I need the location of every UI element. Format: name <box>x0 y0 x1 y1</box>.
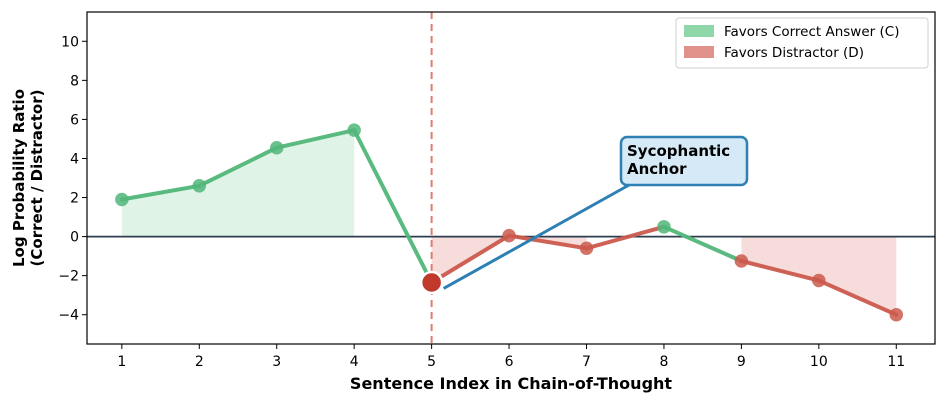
series-lines <box>119 128 899 317</box>
annotation-arrow <box>442 183 630 290</box>
fill-favors-distractor-1 <box>431 236 587 283</box>
legend-swatch-1 <box>684 25 714 37</box>
line-segment-3 <box>274 128 357 150</box>
x-tick-label-10: 10 <box>810 354 828 370</box>
y-tick-label--4: −4 <box>58 308 79 324</box>
x-tick-label-9: 9 <box>737 354 746 370</box>
data-point-2 <box>192 179 207 193</box>
data-point-9 <box>734 254 749 268</box>
axes: 1 2 3 4 5 6 7 8 9 10 11 −4 −2 0 2 4 6 8 10 Sentence Index i… <box>10 11 936 393</box>
line-segment-7 <box>584 224 666 251</box>
series-points <box>115 123 904 322</box>
fill-favors-correct <box>121 130 355 237</box>
x-tick-label-2: 2 <box>195 354 204 370</box>
data-point-7 <box>579 241 594 256</box>
line-segment-4 <box>352 128 434 285</box>
y-tick-label-6: 6 <box>70 112 79 128</box>
annotation-box <box>619 135 749 187</box>
data-point-6 <box>502 228 516 243</box>
data-point-3 <box>269 140 284 155</box>
legend-label-1: Favors Correct Answer (C) <box>724 24 899 40</box>
line-segment-10 <box>816 278 899 317</box>
line-segment-2 <box>197 145 279 188</box>
legend: Favors Correct Answer (C) Favors Distract… <box>675 17 929 69</box>
x-tick-label-4: 4 <box>350 354 359 370</box>
y-axis-title-line-2: (Correct / Distractor) <box>28 90 46 267</box>
x-tick-label-5: 5 <box>427 354 436 370</box>
x-tick-label-1: 1 <box>117 354 126 370</box>
legend-swatch-2 <box>684 46 714 58</box>
data-point-10 <box>812 273 826 288</box>
line-segment-5 <box>429 233 512 285</box>
line-segment-1 <box>119 183 202 202</box>
y-tick-label-10: 10 <box>61 34 79 50</box>
annotation-label-line-1: Sycophantic <box>627 142 730 160</box>
x-tick-label-7: 7 <box>582 354 591 370</box>
data-point-11 <box>889 307 904 322</box>
y-tick-label-8: 8 <box>70 73 79 89</box>
legend-label-2: Favors Distractor (D) <box>724 45 864 61</box>
line-segment-9 <box>739 259 821 283</box>
x-tick-label-11: 11 <box>887 354 905 370</box>
data-point-1 <box>115 192 129 207</box>
line-segment-8 <box>661 224 744 263</box>
x-tick-label-8: 8 <box>659 354 668 370</box>
anchor-point <box>419 270 444 295</box>
y-tick-label-2: 2 <box>70 191 79 207</box>
x-tick-label-6: 6 <box>505 354 514 370</box>
x-axis-title: Sentence Index in Chain-of-Thought <box>350 374 672 393</box>
annotation-label-line-2: Anchor <box>627 160 687 178</box>
y-tick-label-4: 4 <box>70 151 79 167</box>
y-tick-label--2: −2 <box>58 269 79 285</box>
y-tick-label-0: 0 <box>70 230 79 246</box>
y-axis-title-line-1: Log Probability Ratio <box>10 89 28 267</box>
data-point-4 <box>347 123 361 137</box>
plot-frame <box>86 11 936 345</box>
x-tick-label-3: 3 <box>272 354 281 370</box>
data-point-8 <box>657 220 671 234</box>
legend-box <box>675 17 929 69</box>
line-segment-6 <box>507 233 589 251</box>
